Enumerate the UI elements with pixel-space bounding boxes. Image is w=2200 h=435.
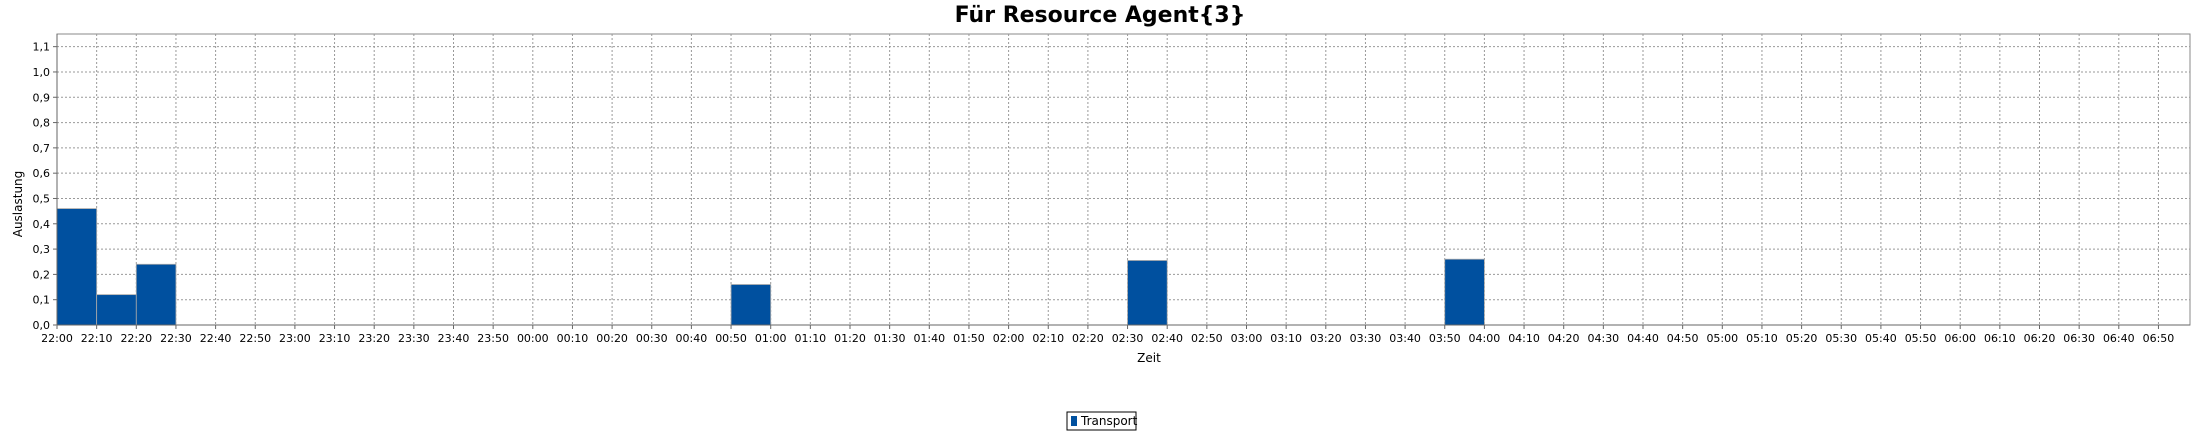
x-tick-label: 01:20 bbox=[834, 332, 866, 345]
x-tick-label: 06:30 bbox=[2063, 332, 2095, 345]
x-axis-label: Zeit bbox=[1137, 351, 1161, 365]
legend-box bbox=[1066, 411, 1137, 431]
x-tick-label: 00:00 bbox=[517, 332, 549, 345]
x-tick-label: 02:40 bbox=[1151, 332, 1183, 345]
x-tick-label: 23:10 bbox=[319, 332, 351, 345]
x-tick-label: 02:20 bbox=[1072, 332, 1104, 345]
legend-label: Transport bbox=[1080, 414, 1138, 428]
y-tick-label: 0,8 bbox=[33, 117, 51, 130]
x-tick-label: 00:20 bbox=[596, 332, 628, 345]
x-tick-label: 04:50 bbox=[1667, 332, 1699, 345]
x-tick-label: 04:40 bbox=[1627, 332, 1659, 345]
x-tick-label: 23:20 bbox=[358, 332, 390, 345]
x-tick-label: 03:50 bbox=[1429, 332, 1461, 345]
bar bbox=[1127, 260, 1168, 326]
x-tick-label: 01:10 bbox=[794, 332, 826, 345]
legend: Transport bbox=[1066, 411, 1138, 431]
bar bbox=[135, 263, 177, 326]
chart-title: Für Resource Agent{3} bbox=[955, 3, 1246, 28]
x-tick-label: 05:30 bbox=[1825, 332, 1857, 345]
x-tick-label: 03:40 bbox=[1389, 332, 1421, 345]
bar bbox=[1444, 258, 1485, 326]
x-tick-label: 04:30 bbox=[1587, 332, 1619, 345]
x-tick-label: 04:10 bbox=[1508, 332, 1540, 345]
y-tick-label: 0,2 bbox=[33, 268, 51, 281]
y-tick-label: 1,1 bbox=[33, 41, 51, 54]
x-tick-label: 23:00 bbox=[279, 332, 311, 345]
bar bbox=[96, 294, 137, 326]
y-tick-label: 0,1 bbox=[33, 294, 51, 307]
y-tick-label: 1,0 bbox=[33, 66, 51, 79]
x-tick-label: 05:50 bbox=[1905, 332, 1937, 345]
x-tick-label: 06:10 bbox=[1984, 332, 2016, 345]
x-tick-label: 23:50 bbox=[477, 332, 509, 345]
x-tick-label: 03:10 bbox=[1270, 332, 1302, 345]
x-tick-label: 22:20 bbox=[120, 332, 152, 345]
x-tick-label: 02:30 bbox=[1112, 332, 1144, 345]
x-tick-label: 22:40 bbox=[200, 332, 232, 345]
y-tick-label: 0,7 bbox=[33, 142, 51, 155]
y-tick-label: 0,0 bbox=[33, 319, 51, 332]
x-tick-label: 05:10 bbox=[1746, 332, 1778, 345]
y-tick-label: 0,5 bbox=[33, 192, 51, 205]
x-tick-label: 03:20 bbox=[1310, 332, 1342, 345]
legend-swatch bbox=[1071, 416, 1077, 426]
y-tick-label: 0,6 bbox=[33, 167, 51, 180]
plot-area: 0,0 0,1 0,2 0,3 0,4 0,5 0,6 0,7 0,8 0,9 1,0 1,1 22:0… bbox=[33, 33, 2191, 345]
x-tick-label: 02:00 bbox=[993, 332, 1025, 345]
x-tick-label: 06:20 bbox=[2024, 332, 2056, 345]
x-tick-label: 00:10 bbox=[557, 332, 589, 345]
x-tick-label: 02:10 bbox=[1032, 332, 1064, 345]
y-tick-label: 0,3 bbox=[33, 243, 51, 256]
x-tick-label: 06:00 bbox=[1944, 332, 1976, 345]
x-tick-label: 22:30 bbox=[160, 332, 192, 345]
bar bbox=[730, 284, 772, 326]
x-tick-label: 04:00 bbox=[1469, 332, 1501, 345]
x-tick-label: 04:20 bbox=[1548, 332, 1580, 345]
x-tick-label: 22:10 bbox=[81, 332, 113, 345]
x-tick-label: 01:40 bbox=[913, 332, 945, 345]
x-tick-label: 06:50 bbox=[2143, 332, 2175, 345]
y-tick-label: 0,9 bbox=[33, 91, 51, 104]
x-tick-label: 02:50 bbox=[1191, 332, 1223, 345]
x-tick-label: 01:30 bbox=[874, 332, 906, 345]
x-tick-label: 05:40 bbox=[1865, 332, 1897, 345]
x-tick-label: 00:30 bbox=[636, 332, 668, 345]
x-tick-label: 05:20 bbox=[1786, 332, 1818, 345]
y-axis-label: Auslastung bbox=[11, 171, 25, 238]
x-tick-label: 22:00 bbox=[41, 332, 73, 345]
x-tick-label: 00:40 bbox=[676, 332, 708, 345]
x-tick-label: 23:30 bbox=[398, 332, 430, 345]
x-tick-label: 06:40 bbox=[2103, 332, 2135, 345]
x-tick-label: 01:00 bbox=[755, 332, 787, 345]
plot-background bbox=[56, 33, 2191, 326]
x-tick-label: 03:30 bbox=[1350, 332, 1382, 345]
x-tick-label: 00:50 bbox=[715, 332, 747, 345]
x-tick-label: 23:40 bbox=[438, 332, 470, 345]
x-tick-label: 22:50 bbox=[239, 332, 271, 345]
x-tick-label: 03:00 bbox=[1231, 332, 1263, 345]
x-tick-label: 05:00 bbox=[1706, 332, 1738, 345]
y-tick-label: 0,4 bbox=[33, 218, 51, 231]
x-tick-label: 01:50 bbox=[953, 332, 985, 345]
bar bbox=[56, 208, 98, 326]
